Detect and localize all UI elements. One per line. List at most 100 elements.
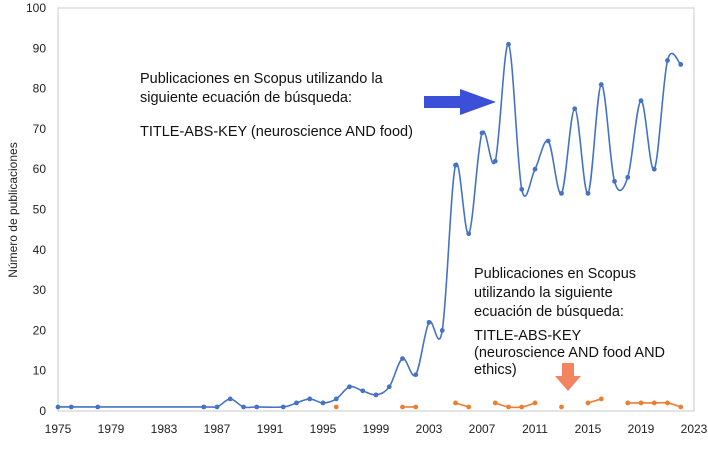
x-tick-label: 1983: [151, 422, 178, 436]
annotation-1: Publicaciones en Scopus utilizando la si…: [140, 71, 413, 140]
series-2-point: [519, 404, 525, 410]
x-tick-label: 1987: [204, 422, 231, 436]
series-2-point: [598, 396, 604, 402]
annotation-1-line-4: TITLE-ABS-KEY (neuroscience AND food): [140, 124, 413, 140]
x-tick-label: 1995: [310, 422, 337, 436]
series-1-point: [532, 166, 538, 172]
series-1-point: [506, 41, 511, 47]
series-1-point: [598, 82, 604, 87]
y-tick-label: 100: [26, 1, 46, 15]
series-1-point: [678, 62, 684, 67]
annotation-2: Publicaciones en Scopus utilizando la si…: [474, 266, 665, 378]
series-2-point: [585, 400, 591, 406]
x-tick-label: 2015: [575, 422, 602, 436]
y-tick-label: 40: [33, 243, 47, 257]
series-1-point: [519, 186, 525, 192]
annotation-2-line-7: ethics): [474, 362, 517, 378]
series-2-point: [559, 404, 564, 410]
y-tick-label: 30: [33, 283, 47, 297]
y-axis-label: Número de publicaciones: [6, 142, 20, 277]
series-2: [333, 396, 684, 410]
series-2-point: [466, 404, 472, 410]
series-1-point: [227, 396, 233, 402]
x-tick-label: 1999: [363, 422, 390, 436]
series-1-point: [55, 404, 61, 410]
arrow-right-icon: [424, 89, 496, 115]
arrow-down-icon: [555, 363, 581, 391]
series-1-point: [625, 174, 631, 180]
y-tick-label: 10: [33, 364, 47, 378]
y-tick-label: 70: [33, 122, 47, 136]
series-2-point: [400, 404, 405, 410]
series-1-point: [373, 392, 379, 398]
annotation-2-line-1: Publicaciones en Scopus: [474, 266, 636, 282]
series-1-point: [214, 404, 220, 410]
series-2-point: [492, 400, 498, 406]
annotation-2-line-2: utilizando la siguiente: [474, 285, 613, 301]
series-2-point: [333, 404, 339, 410]
series-1-point: [439, 328, 445, 333]
series-2-point: [665, 400, 670, 406]
annotation-1-line-1: Publicaciones en Scopus utilizando la: [140, 71, 384, 87]
series-1-point: [95, 404, 101, 410]
series-1: [55, 41, 684, 410]
series-1-point: [201, 404, 207, 410]
series-1-point: [333, 396, 339, 402]
x-tick-label: 2023: [681, 422, 708, 436]
y-tick-label: 20: [33, 323, 47, 337]
x-axis-ticks: 1975 1979 1983 1987 1991 1995 1999 2003 2007 2011…: [45, 422, 708, 436]
series-1-point: [545, 138, 551, 144]
series-2-point: [678, 404, 684, 410]
series-2-point: [532, 400, 538, 406]
series-2-point: [651, 400, 657, 406]
series-1-point: [572, 106, 578, 112]
series-1-point: [241, 404, 246, 410]
series-1-point: [453, 162, 458, 168]
annotation-2-line-3: ecuación de búsqueda:: [474, 304, 624, 320]
series-1-point: [651, 166, 657, 172]
x-tick-label: 2003: [416, 422, 443, 436]
series-2-point: [625, 400, 631, 406]
y-tick-label: 50: [33, 203, 47, 217]
series-2-point: [638, 400, 644, 406]
series-2-line: [495, 402, 536, 409]
series-1-point: [280, 404, 286, 410]
y-axis-ticks: 0 10 20 30 40 50 60 70 80 90 100: [26, 1, 46, 418]
series-1-point: [585, 190, 591, 196]
series-1-point: [492, 158, 498, 164]
annotation-2-line-6: (neuroscience AND food AND: [474, 345, 665, 361]
x-tick-label: 2019: [628, 422, 655, 436]
series-2-point: [413, 404, 419, 410]
x-tick-label: 2011: [522, 422, 548, 436]
series-1-point: [68, 404, 74, 410]
series-1-point: [413, 372, 419, 378]
series-1-point: [294, 400, 299, 406]
series-1-point: [426, 319, 432, 325]
x-tick-label: 1979: [98, 422, 125, 436]
x-tick-label: 1991: [257, 422, 284, 436]
x-tick-label: 1975: [45, 422, 72, 436]
y-tick-label: 80: [33, 82, 47, 96]
series-2-point: [453, 400, 458, 406]
series-1-point: [559, 190, 564, 196]
y-tick-label: 60: [33, 162, 47, 176]
series-1-point: [479, 130, 485, 136]
series-1-point: [466, 231, 472, 237]
y-tick-label: 90: [33, 41, 47, 55]
series-1-point: [307, 396, 313, 402]
x-tick-label: 2007: [469, 422, 496, 436]
series-1-point: [254, 404, 260, 410]
annotation-1-line-2: siguiente ecuación de búsqueda:: [140, 90, 352, 106]
series-1-point: [347, 384, 352, 390]
y-tick-label: 0: [39, 404, 46, 418]
series-1-point: [638, 98, 644, 104]
series-1-point: [400, 356, 405, 362]
series-1-point: [665, 57, 670, 63]
series-1-point: [386, 384, 392, 390]
series-2-point: [506, 404, 511, 410]
series-1-point: [612, 178, 617, 184]
series-1-point: [360, 388, 366, 394]
annotation-2-line-5: TITLE-ABS-KEY: [474, 328, 581, 344]
series-1-point: [320, 400, 326, 406]
